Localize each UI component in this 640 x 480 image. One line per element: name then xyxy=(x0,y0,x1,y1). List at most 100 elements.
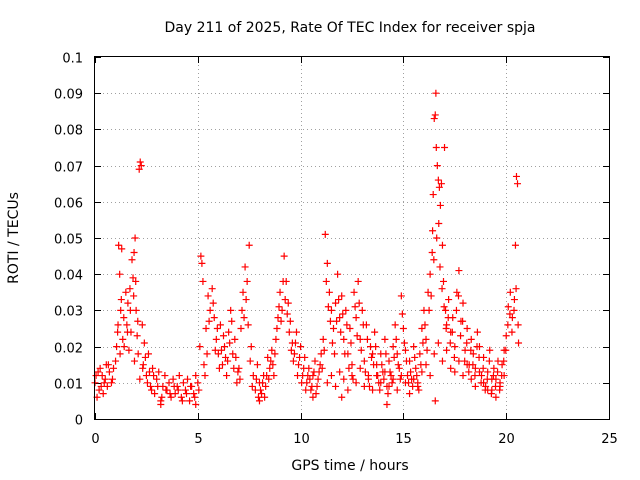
data-point-marker xyxy=(451,368,459,376)
data-point-marker xyxy=(475,353,483,361)
data-point-marker xyxy=(473,328,481,336)
data-point-marker xyxy=(236,375,244,383)
data-point-marker xyxy=(442,325,450,332)
data-point-marker xyxy=(453,288,461,296)
data-point-marker xyxy=(274,314,282,322)
data-point-marker xyxy=(166,390,174,398)
data-point-marker xyxy=(129,274,137,282)
data-point-marker xyxy=(327,372,335,380)
data-point-marker xyxy=(213,325,221,332)
data-point-marker xyxy=(228,317,236,325)
y-tick-label: 0.05 xyxy=(54,233,83,248)
data-point-marker xyxy=(255,397,263,405)
data-point-marker xyxy=(410,343,418,351)
data-point-marker xyxy=(430,115,438,123)
y-tick-label: 0.06 xyxy=(54,197,83,212)
data-point-marker xyxy=(107,379,115,387)
data-point-marker xyxy=(378,361,386,369)
data-point-marker xyxy=(133,332,141,340)
x-tick-label: 5 xyxy=(194,432,202,447)
data-point-marker xyxy=(350,288,358,296)
data-point-marker xyxy=(341,350,349,358)
data-point-marker xyxy=(352,314,360,322)
data-point-marker xyxy=(407,368,415,376)
data-point-marker xyxy=(296,353,304,361)
data-point-marker xyxy=(233,379,241,387)
data-point-marker xyxy=(440,303,448,311)
data-point-marker xyxy=(126,306,134,314)
data-point-marker xyxy=(435,183,443,191)
data-point-marker xyxy=(222,353,230,361)
data-point-marker xyxy=(101,375,109,383)
data-point-marker xyxy=(489,372,497,380)
data-point-marker xyxy=(241,263,249,271)
data-point-marker xyxy=(369,350,377,358)
data-point-marker xyxy=(448,328,456,336)
data-point-marker xyxy=(292,328,300,336)
data-point-marker xyxy=(232,353,240,361)
data-point-marker xyxy=(281,296,289,304)
data-point-marker xyxy=(434,339,442,347)
data-point-marker xyxy=(316,361,324,369)
data-point-marker xyxy=(504,303,512,311)
data-point-marker xyxy=(381,335,389,343)
grid-lines xyxy=(95,57,609,419)
data-point-marker xyxy=(120,343,128,351)
data-point-marker xyxy=(438,357,446,365)
data-point-marker xyxy=(338,292,346,300)
y-tick-label: 0.04 xyxy=(54,269,83,284)
data-point-marker xyxy=(142,372,150,380)
data-point-marker xyxy=(455,267,463,275)
data-point-marker xyxy=(323,379,331,387)
data-point-marker xyxy=(259,379,267,387)
data-point-marker xyxy=(436,201,444,209)
data-point-marker xyxy=(429,227,437,235)
data-point-marker xyxy=(486,346,494,354)
data-point-marker xyxy=(351,303,359,311)
data-point-marker xyxy=(320,346,328,354)
data-point-marker xyxy=(186,397,194,405)
data-point-marker xyxy=(120,314,128,322)
data-point-marker xyxy=(397,292,405,300)
data-point-marker xyxy=(97,382,105,390)
data-point-marker xyxy=(194,379,202,387)
data-point-marker xyxy=(278,306,286,314)
data-points xyxy=(91,89,523,409)
data-point-marker xyxy=(264,353,272,361)
data-point-marker xyxy=(485,357,493,365)
data-point-marker xyxy=(390,353,398,361)
data-point-marker xyxy=(200,361,208,369)
data-point-marker xyxy=(167,393,175,401)
x-tick-label: 25 xyxy=(601,432,618,447)
data-point-marker xyxy=(342,306,350,314)
data-point-marker xyxy=(446,339,454,347)
data-point-marker xyxy=(123,321,131,329)
data-point-marker xyxy=(136,375,144,383)
data-point-marker xyxy=(455,292,463,300)
data-point-marker xyxy=(459,299,467,307)
data-point-marker xyxy=(108,375,116,383)
data-point-marker xyxy=(348,372,356,380)
data-point-marker xyxy=(502,332,510,340)
data-point-marker xyxy=(217,346,225,354)
data-point-marker xyxy=(114,321,122,329)
data-point-marker xyxy=(434,176,442,184)
data-point-marker xyxy=(154,382,162,390)
data-point-marker xyxy=(401,379,409,387)
data-point-marker xyxy=(467,346,475,354)
data-point-marker xyxy=(335,296,343,304)
data-point-marker xyxy=(148,386,156,394)
data-point-marker xyxy=(331,350,339,358)
data-point-marker xyxy=(246,357,254,365)
data-point-marker xyxy=(300,364,308,372)
data-point-marker xyxy=(463,361,471,369)
data-point-marker xyxy=(510,296,518,304)
data-point-marker xyxy=(123,328,131,336)
data-point-marker xyxy=(265,375,273,383)
data-point-marker xyxy=(514,180,522,188)
data-point-marker xyxy=(490,364,498,372)
data-point-marker xyxy=(428,248,436,256)
data-point-marker xyxy=(149,364,157,372)
data-point-marker xyxy=(370,361,378,369)
data-point-marker xyxy=(248,382,256,390)
